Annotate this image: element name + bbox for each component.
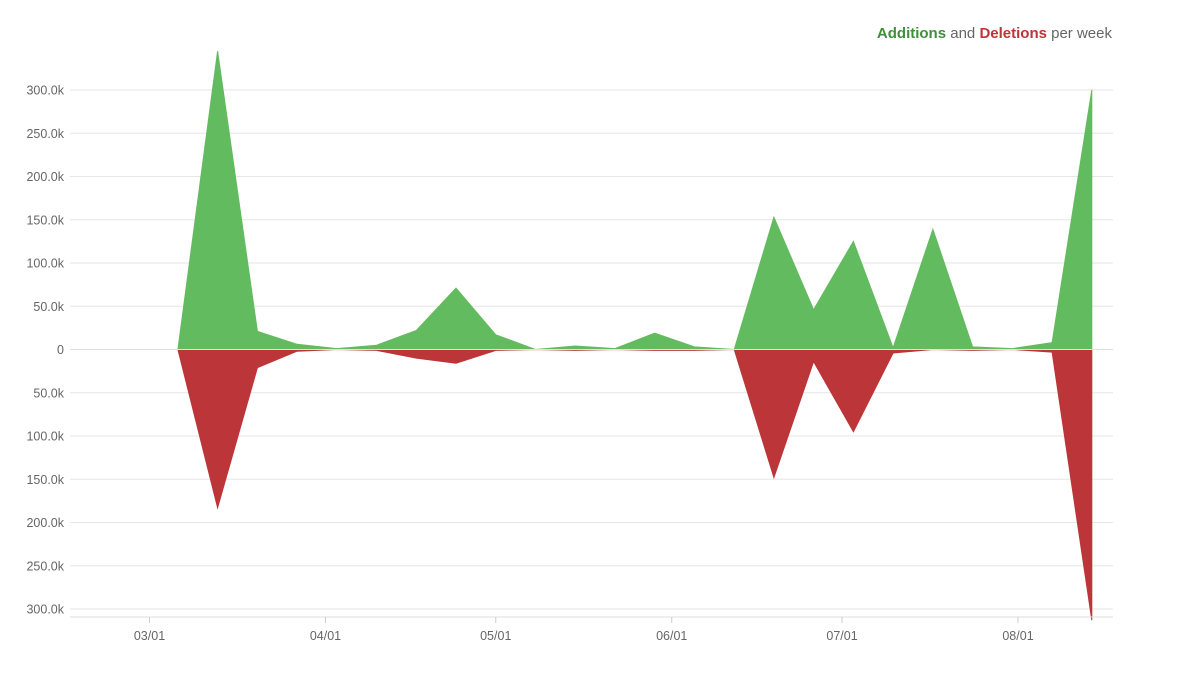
y-tick-label: 100.0k (26, 430, 64, 444)
y-tick-label: 150.0k (26, 213, 64, 227)
y-tick-label: 150.0k (26, 473, 64, 487)
x-tick-label: 05/01 (480, 629, 511, 643)
y-tick-label: 50.0k (33, 386, 64, 400)
x-tick-label: 04/01 (310, 629, 341, 643)
y-tick-label: 200.0k (26, 170, 64, 184)
x-tick-label: 08/01 (1002, 629, 1033, 643)
legend-deletions-label: Deletions (979, 25, 1047, 42)
series-deletions-area (177, 348, 1093, 621)
y-tick-label: 300.0k (26, 84, 64, 98)
y-tick-label: 200.0k (26, 516, 64, 530)
legend-additions-label: Additions (877, 25, 946, 42)
x-tick-label: 03/01 (134, 629, 165, 643)
y-tick-label: 100.0k (26, 257, 64, 271)
legend-suffix-text: per week (1047, 25, 1113, 42)
area-layer (70, 51, 1113, 621)
x-tick-label: 06/01 (656, 629, 687, 643)
x-tick-label: 07/01 (826, 629, 857, 643)
y-tick-label: 250.0k (26, 127, 64, 141)
series-additions-area (177, 51, 1093, 351)
y-tick-label: 300.0k (26, 603, 64, 617)
y-tick-label: 250.0k (26, 559, 64, 573)
axis-layer: 300.0k 250.0k 200.0k 150.0k 100.0k 50.0k 0 50.0… (26, 84, 1113, 643)
y-tick-label: 0 (57, 343, 64, 357)
legend-and-text: and (946, 25, 979, 42)
legend: Additions and Deletions per week (877, 25, 1113, 42)
y-tick-label: 50.0k (33, 300, 64, 314)
